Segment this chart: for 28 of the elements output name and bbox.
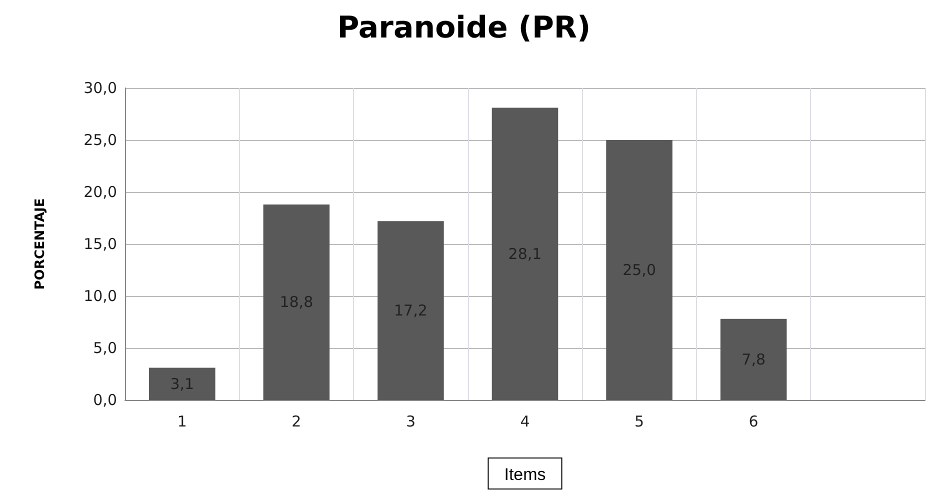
bar (606, 140, 672, 400)
data-label: 25,0 (622, 261, 656, 279)
y-tick-label: 10,0 (84, 287, 117, 305)
x-tick-label: 3 (406, 412, 416, 430)
x-tick-label: 4 (520, 412, 530, 430)
x-tick-label: 2 (292, 412, 302, 430)
x-tick-label: 6 (748, 412, 758, 430)
y-tick-label: 15,0 (84, 235, 117, 253)
y-tick-label: 25,0 (84, 131, 117, 149)
y-tick-label: 30,0 (84, 79, 117, 97)
x-tick-label: 5 (634, 412, 644, 430)
data-label: 18,8 (280, 293, 314, 312)
bar (263, 204, 330, 400)
bar (720, 318, 787, 400)
x-tick-label: 1 (177, 412, 187, 430)
bar (149, 368, 216, 400)
data-label: 17,2 (394, 302, 428, 320)
bar (492, 108, 558, 400)
y-tick-label: 20,0 (84, 183, 117, 201)
y-axis-title: PORCENTAJE (33, 198, 48, 290)
chart-title: Paranoide (PR) (337, 10, 591, 46)
y-tick-label: 0,0 (93, 391, 117, 409)
x-axis-title: Items (504, 465, 546, 484)
bar (378, 221, 444, 400)
data-label: 28,1 (508, 244, 542, 263)
data-label: 7,8 (742, 350, 766, 368)
y-tick-label: 5,0 (93, 339, 117, 357)
data-label: 3,1 (170, 374, 194, 393)
